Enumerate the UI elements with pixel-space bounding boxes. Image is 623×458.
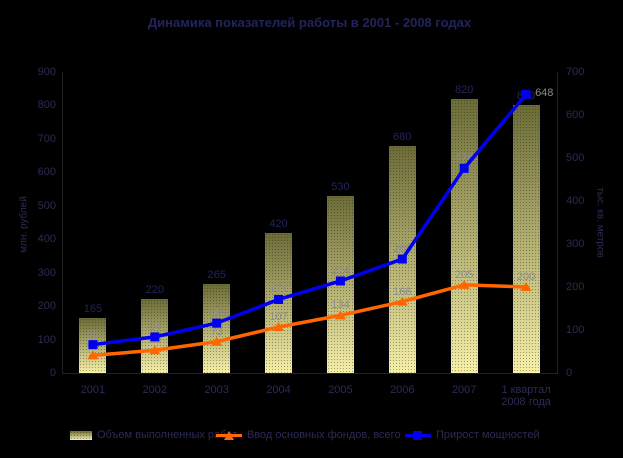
x-axis-category-label: 2006 [390,384,415,396]
left-axis-tick-label: 200 [37,300,56,313]
x-axis-line [62,373,558,374]
x-axis-category-label: 2004 [266,384,291,396]
x-axis-category-label: 2003 [204,384,229,396]
square-marker-icon [521,89,531,99]
left-axis-tick-label: 0 [49,367,56,379]
bar-value-label: 530 [331,180,350,193]
line-point-label: 648 [535,87,554,100]
left-axis-tick-label: 500 [37,199,56,212]
blue-series-line [92,93,528,347]
line-point-label: 84 [148,320,161,333]
legend-item-orange-line: Ввод основных фондов, всего [216,428,401,442]
square-marker-icon [274,294,284,304]
bar-value-label: 680 [393,130,412,143]
triangle-marker-icon [273,321,285,331]
legend-label-blue-line: Прирост мощностей [436,429,540,441]
right-axis-tick-label: 200 [566,281,585,293]
line-point-label: 116 [207,307,226,320]
x-axis-category-label: 2002 [142,384,168,396]
square-marker-icon [459,163,469,173]
right-axis-tick-label: 300 [566,238,585,250]
x-axis-category-label: 1 квартал 2008 года [501,384,551,408]
square-marker-icon [397,254,407,264]
triangle-marker-icon [396,296,408,306]
bar [450,98,478,373]
line-point-label: 66 [86,328,100,341]
right-axis-tick-label: 700 [566,66,585,78]
bar-value-label: 820 [455,83,474,96]
legend-label-orange-line: Ввод основных фондов, всего [247,429,401,441]
bar-value-label: 420 [269,217,288,230]
line-point-label: 73 [210,325,223,338]
bar [512,105,540,373]
x-axis-category-label: 2007 [451,384,477,396]
square-marker-icon [88,340,98,350]
square-marker-icon [150,332,160,342]
right-axis-tick-label: 0 [566,367,573,379]
bar-value-label: 220 [145,284,164,297]
left-axis-tick-label: 600 [37,166,56,179]
left-axis-tick-label: 800 [37,99,56,112]
orange-series-line [92,283,527,358]
legend-item-blue-line: Прирост мощностей [405,428,540,442]
right-axis-tick-label: 100 [566,324,585,336]
legend: Объем выполненных работ Ввод основных фо… [0,428,623,446]
right-axis-tick-label: 500 [566,152,585,164]
right-axis-tick-label: 600 [566,109,585,121]
chart-title: Динамика показателей работы в 2001 - 200… [147,15,472,30]
bar-series-swatch-icon [70,430,92,440]
line-point-label: 171 [269,283,288,296]
line-point-label: 200 [516,271,536,283]
orange-line-swatch-icon [216,430,242,441]
x-axis-category-label: 2005 [328,384,353,396]
line-point-label: 214 [331,264,350,277]
blue-line-swatch-icon [405,430,431,441]
left-axis-tick-label: 300 [37,266,56,279]
left-axis-tick-label: 400 [37,233,56,246]
bar-value-label: 265 [207,269,226,282]
triangle-marker-icon [149,345,161,355]
y-axis-right-line [557,72,558,373]
line-point-label: 205 [455,268,474,281]
left-axis-tick-label: 900 [37,66,56,78]
square-marker-icon [335,276,345,286]
left-axis-tick-label: 100 [37,333,56,346]
triangle-marker-icon [211,336,223,346]
triangle-marker-icon [458,279,470,289]
triangle-marker-icon [334,310,346,320]
line-point-label: 134 [331,299,350,312]
line-point-label: 166 [393,285,412,298]
line-point-label: 107 [269,310,288,323]
legend-item-bars: Объем выполненных работ [70,428,237,442]
square-marker-icon [212,318,222,328]
bar [203,284,231,373]
x-axis-category-label: 2001 [80,384,106,396]
bar-value-label: 165 [83,302,103,315]
left-axis-tick-label: 700 [37,132,56,145]
triangle-marker-icon [87,350,99,360]
legend-label-bars: Объем выполненных работ [97,429,238,441]
triangle-marker-icon [520,282,532,291]
right-axis-tick-label: 400 [566,195,585,207]
y-axis-left-line [62,72,63,373]
